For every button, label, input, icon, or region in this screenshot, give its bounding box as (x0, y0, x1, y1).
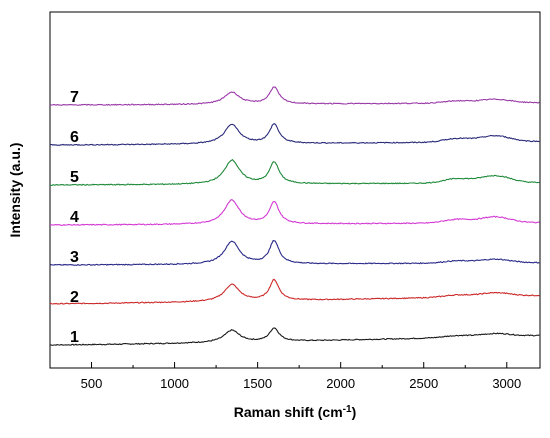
series-line-2 (49, 278, 540, 305)
series-label-2: 2 (70, 289, 79, 306)
series-label-1: 1 (70, 329, 79, 346)
series-curves (49, 86, 540, 346)
series-line-1 (49, 327, 540, 346)
plot-frame (49, 11, 541, 369)
x-tick-label: 2000 (326, 376, 355, 391)
x-tick-label: 1000 (160, 376, 189, 391)
x-axis-ticks: 500 1000 1500 2000 2500 3000 (49, 362, 521, 391)
x-tick-label: 1500 (243, 376, 272, 391)
series-label-6: 6 (70, 129, 79, 146)
series-line-5 (49, 158, 540, 186)
x-tick-label: 3000 (492, 376, 521, 391)
x-axis-title: Raman shift (cm-1) (234, 404, 357, 420)
series-label-3: 3 (70, 249, 79, 266)
series-line-6 (49, 122, 540, 146)
series-labels: 1 2 3 4 5 6 7 (70, 89, 79, 346)
series-line-7 (49, 86, 540, 106)
series-line-4 (49, 199, 540, 226)
y-axis-title: Intensity (a.u.) (7, 143, 23, 238)
series-label-4: 4 (70, 209, 79, 226)
series-line-3 (49, 239, 540, 266)
series-label-7: 7 (70, 89, 79, 106)
x-tick-label: 500 (81, 376, 103, 391)
x-tick-label: 2500 (409, 376, 438, 391)
series-label-5: 5 (70, 169, 79, 186)
